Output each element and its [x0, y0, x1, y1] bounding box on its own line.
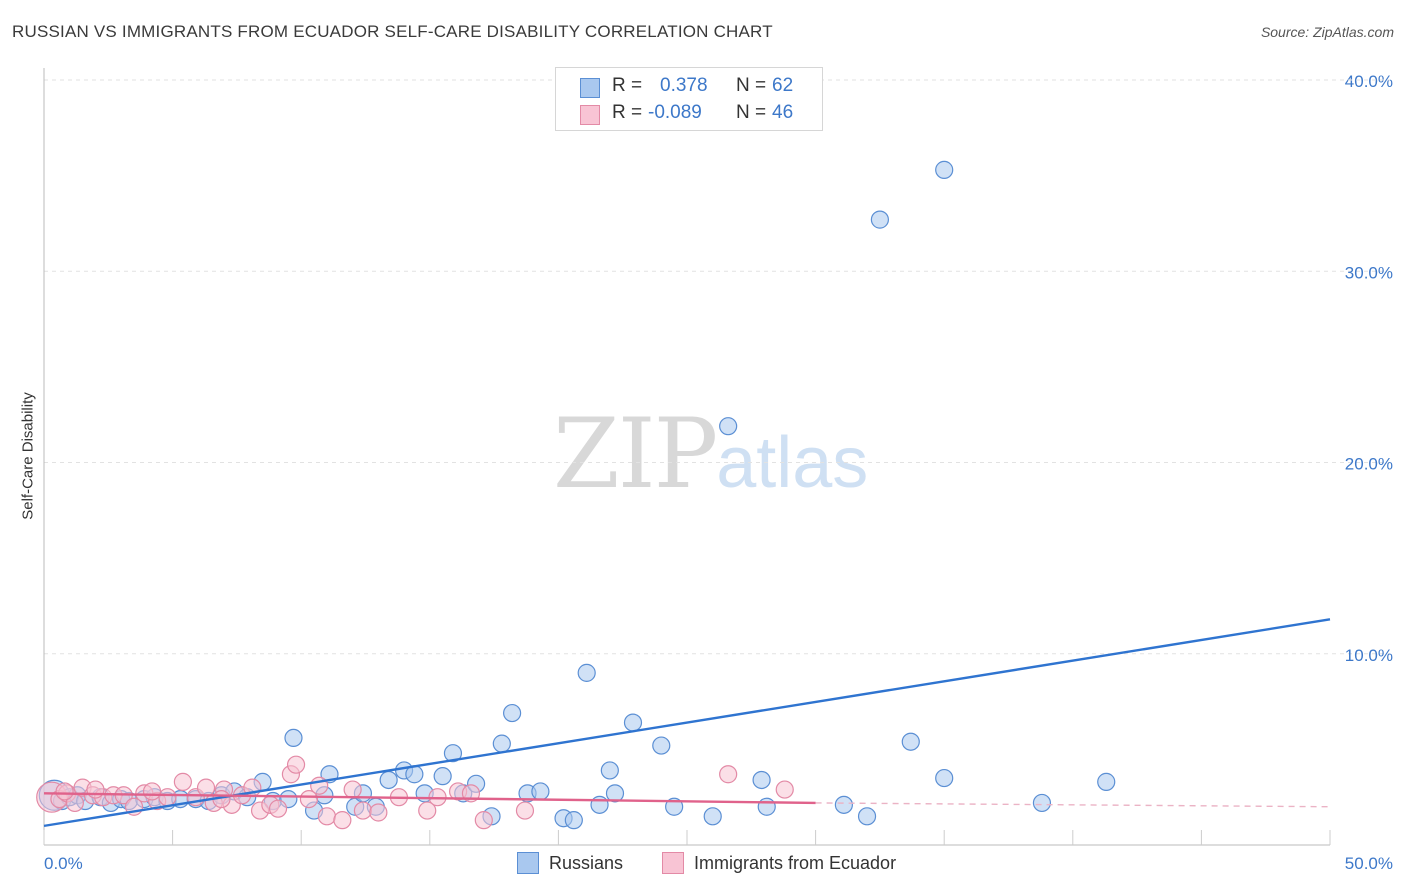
point-russians: [834, 795, 853, 814]
point-russians: [284, 728, 303, 748]
point-ecuador: [333, 811, 352, 830]
point-russians: [492, 734, 511, 753]
point-ecuador: [775, 780, 794, 799]
point-ecuador: [418, 801, 437, 820]
point-russians: [433, 767, 452, 786]
point-russians: [857, 807, 877, 826]
point-ecuador: [196, 778, 216, 797]
point-russians: [590, 795, 609, 814]
chart-title: RUSSIAN VS IMMIGRANTS FROM ECUADOR SELF-…: [12, 22, 773, 41]
legend-swatch-ecuador: [580, 105, 600, 125]
point-ecuador: [317, 807, 337, 826]
point-ecuador: [286, 755, 306, 774]
point-ecuador: [353, 801, 373, 820]
y-tick-label: 40.0%: [1345, 72, 1393, 91]
point-russians: [703, 807, 722, 826]
point-russians: [1032, 793, 1052, 813]
point-russians: [623, 713, 643, 732]
legend-r-label: R =: [612, 102, 643, 123]
point-ecuador: [86, 780, 105, 799]
point-russians: [503, 703, 522, 723]
y-tick-label: 20.0%: [1345, 455, 1393, 474]
point-russians: [1097, 772, 1116, 791]
point-russians: [757, 797, 776, 816]
point-russians: [870, 210, 890, 229]
y-tick-label: 30.0%: [1345, 263, 1393, 282]
legend-r-value: 0.378: [660, 75, 708, 96]
correlation-legend: R = 0.378 N = 62 R = -0.089 N = 46: [555, 67, 823, 131]
point-russians: [719, 417, 738, 436]
point-russians: [577, 663, 596, 682]
legend-swatch-russians: [580, 78, 600, 98]
point-russians: [379, 770, 398, 790]
legend-r-value: -0.089: [648, 102, 702, 123]
point-russians: [665, 797, 684, 816]
point-ecuador: [369, 803, 388, 822]
point-russians: [605, 784, 625, 803]
legend-r-label: R =: [612, 75, 643, 96]
point-ecuador: [515, 801, 535, 820]
point-russians: [564, 811, 583, 830]
point-russians: [752, 770, 771, 790]
legend-n-label: N =: [736, 102, 767, 123]
trendline-russians: [43, 618, 1331, 828]
point-ecuador: [55, 782, 74, 801]
legend-swatch-ecuador: [662, 852, 684, 874]
point-russians: [531, 782, 550, 801]
series-legend: Russians Immigrants from Ecuador: [0, 852, 1406, 878]
point-ecuador: [268, 799, 288, 818]
legend-n-value: 46: [772, 102, 794, 123]
point-ecuador: [142, 782, 162, 801]
point-ecuador: [343, 780, 362, 799]
point-ecuador: [719, 765, 738, 784]
y-tick-label: 10.0%: [1345, 646, 1393, 665]
legend-swatch-russians: [517, 852, 539, 874]
point-russians: [935, 768, 954, 788]
point-russians: [600, 761, 619, 780]
point-russians: [443, 744, 463, 763]
point-russians: [901, 732, 920, 751]
trendline-ecuador: [43, 792, 816, 805]
legend-n-label: N =: [736, 75, 767, 96]
legend-n-value: 62: [772, 75, 794, 96]
point-ecuador: [474, 811, 493, 830]
point-ecuador: [299, 789, 319, 809]
point-russians: [935, 160, 954, 179]
point-russians: [652, 736, 671, 755]
watermark: ZIPatlas: [553, 398, 868, 510]
point-ecuador: [173, 772, 192, 791]
x-tick-label: 0.0%: [44, 854, 83, 873]
legend-label-russians: Russians: [549, 853, 624, 873]
source-credit: Source: ZipAtlas.com: [1260, 24, 1394, 40]
point-ecuador: [158, 788, 177, 807]
trendline-ecuador-extrapolated: [815, 802, 1331, 808]
watermark-zip: ZIP: [553, 398, 718, 510]
legend-label-ecuador: Immigrants from Ecuador: [694, 853, 897, 873]
x-tick-label: 50.0%: [1345, 854, 1393, 873]
